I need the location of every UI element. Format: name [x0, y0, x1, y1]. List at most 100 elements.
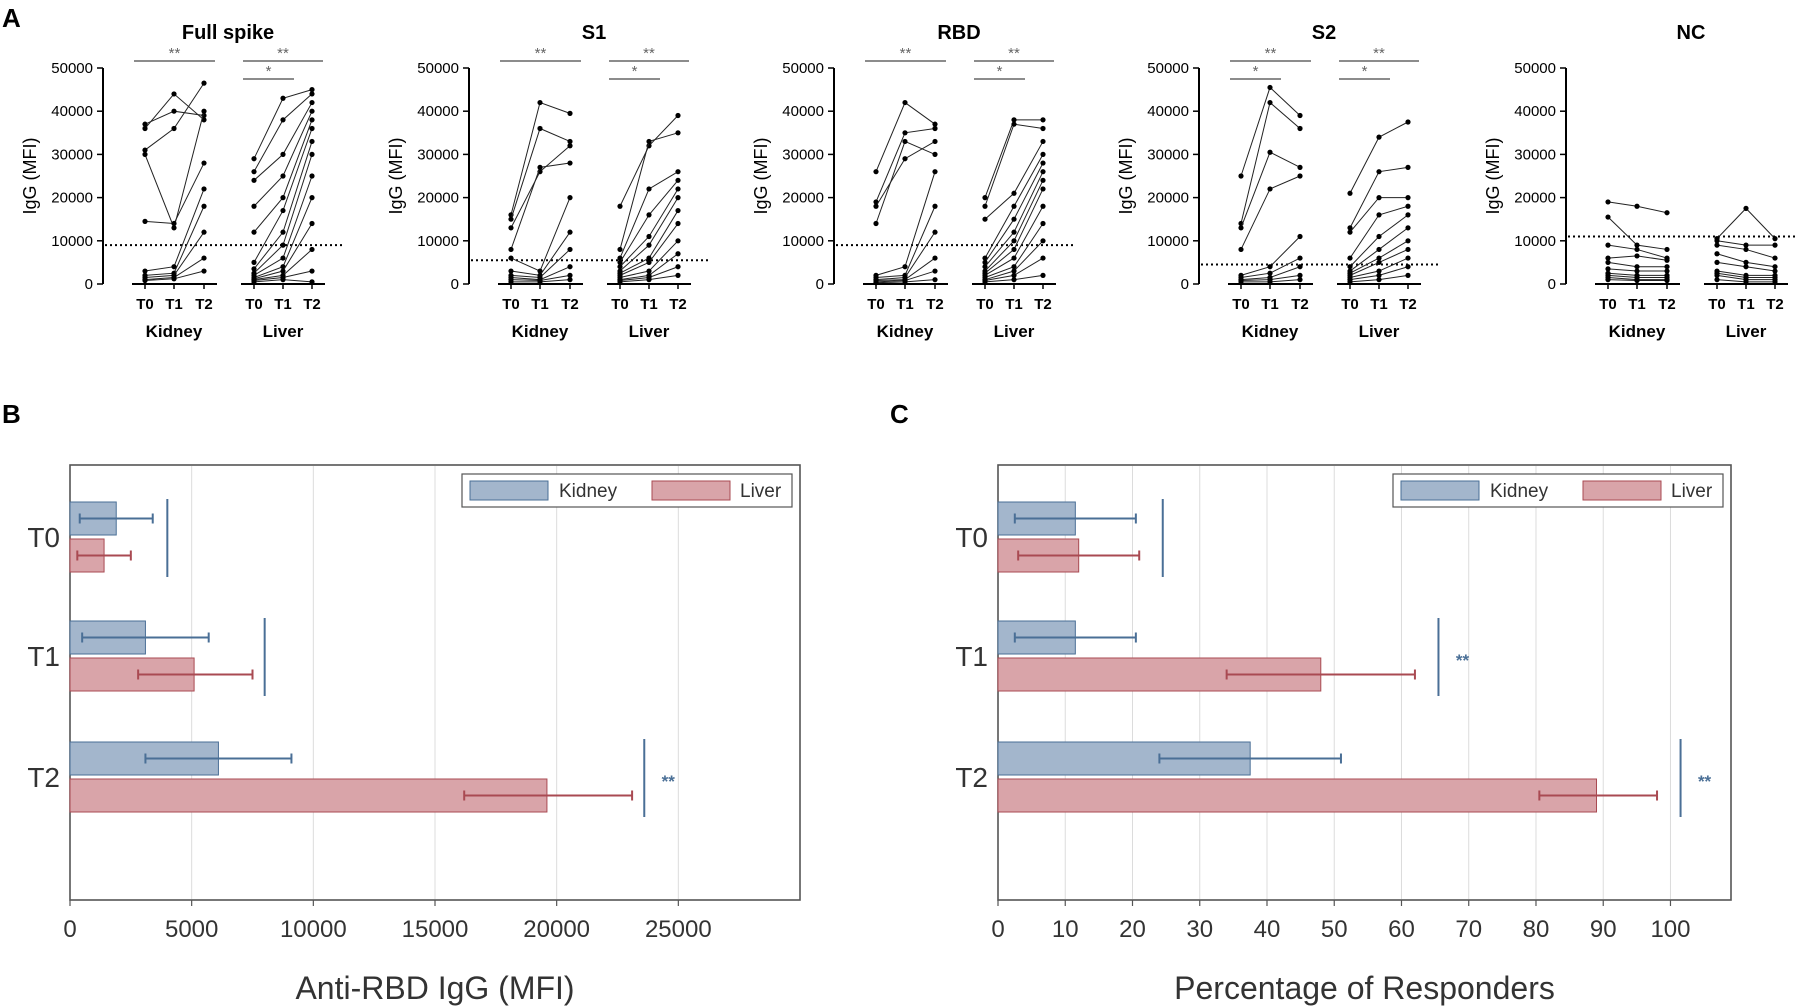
legend-swatch-kidney-B0 [469, 480, 549, 501]
panel-label-b: B [2, 399, 21, 429]
data-point-kidney-A1 [537, 279, 543, 285]
data-point-liver-A3 [1347, 190, 1353, 196]
data-point-liver-A3 [1376, 277, 1382, 283]
data-point-kidney-A3 [1267, 84, 1273, 91]
data-point-liver-A1 [646, 277, 652, 283]
data-point-liver-A3 [1405, 119, 1411, 125]
sig-label-A0: * [266, 63, 272, 80]
data-point-liver-A3 [1376, 134, 1382, 140]
data-point-liver-A0 [309, 268, 315, 274]
data-point-kidney-A2 [873, 203, 879, 209]
data-point-kidney-A2 [902, 138, 908, 145]
data-point-kidney-A3 [1267, 270, 1273, 276]
sig-label-A1: * [632, 63, 638, 80]
data-point-kidney-A1 [567, 110, 573, 116]
data-point-liver-A3 [1376, 212, 1382, 218]
y-tick-label-A1: 0 [451, 276, 459, 293]
data-point-liver-A3 [1376, 259, 1382, 265]
data-point-kidney-A1 [567, 264, 573, 270]
data-point-liver-A3 [1405, 246, 1411, 253]
data-point-kidney-A1 [537, 99, 543, 106]
data-point-liver-A2 [982, 259, 988, 265]
data-point-liver-A2 [1040, 160, 1046, 166]
data-point-kidney-A3 [1297, 233, 1303, 240]
category-label-B0: T1 [27, 641, 60, 672]
data-point-liver-A0 [309, 246, 315, 253]
x-tick-label-B1: 30 [1186, 916, 1213, 943]
data-point-liver-A4 [1743, 279, 1749, 285]
data-point-kidney-A3 [1297, 112, 1303, 119]
data-point-kidney-A1 [537, 164, 543, 170]
data-point-liver-A0 [251, 156, 257, 162]
x-tick-label-B1: 50 [1321, 916, 1348, 943]
data-point-liver-A4 [1772, 255, 1778, 261]
y-tick-label-A1: 40000 [417, 103, 459, 120]
data-point-liver-A1 [646, 268, 652, 274]
y-tick-label-A3: 10000 [1147, 233, 1189, 250]
data-point-liver-A2 [982, 279, 988, 285]
group-label-liver-A1: Liver [629, 322, 670, 341]
data-point-liver-A2 [1011, 229, 1017, 235]
y-tick-label-A2: 10000 [782, 233, 824, 250]
panel-title-A0: Full spike [182, 22, 274, 44]
data-point-liver-A2 [1040, 125, 1046, 132]
data-point-kidney-A2 [902, 264, 908, 270]
data-point-kidney-A4 [1605, 259, 1611, 265]
sig-label-A2: ** [1008, 45, 1020, 62]
data-point-kidney-A4 [1634, 203, 1640, 209]
data-point-kidney-A3 [1267, 149, 1273, 155]
data-point-kidney-A2 [873, 169, 879, 175]
y-tick-label-A0: 30000 [51, 146, 93, 163]
y-tick-label-A4: 40000 [1514, 103, 1556, 120]
group-label-kidney-A3: Kidney [1242, 322, 1299, 341]
data-point-kidney-A1 [567, 277, 573, 283]
data-point-kidney-A1 [508, 225, 514, 231]
data-point-kidney-A3 [1238, 173, 1244, 179]
data-point-kidney-A1 [508, 268, 514, 274]
data-point-liver-A3 [1376, 169, 1382, 175]
data-point-liver-A3 [1347, 279, 1353, 285]
data-point-kidney-A0 [201, 160, 207, 166]
x-tick-label-B1: 70 [1455, 916, 1482, 943]
data-point-liver-A1 [617, 259, 623, 265]
data-point-kidney-A4 [1634, 277, 1640, 284]
data-point-liver-A4 [1743, 242, 1749, 248]
data-point-liver-A3 [1405, 203, 1411, 209]
data-point-liver-A2 [1040, 220, 1046, 227]
data-point-liver-A0 [309, 117, 315, 123]
data-point-liver-A1 [675, 177, 681, 183]
data-point-liver-A3 [1347, 225, 1353, 231]
data-point-kidney-A4 [1664, 246, 1670, 253]
x-tick-label-A1: T0 [502, 296, 520, 313]
data-point-kidney-A3 [1297, 264, 1303, 270]
y-tick-label-A1: 50000 [417, 60, 459, 77]
data-point-kidney-A0 [171, 125, 177, 132]
data-point-liver-A0 [309, 91, 315, 97]
data-point-liver-A2 [1011, 264, 1017, 270]
data-point-kidney-A0 [142, 151, 148, 157]
data-point-liver-A3 [1376, 255, 1382, 261]
data-point-kidney-A4 [1605, 214, 1611, 220]
data-point-liver-A0 [251, 177, 257, 183]
data-point-liver-A0 [309, 108, 315, 114]
data-point-liver-A1 [646, 255, 652, 261]
y-axis-label-A2: IgG (MFI) [751, 138, 771, 215]
data-point-kidney-A2 [932, 203, 938, 209]
data-point-liver-A0 [251, 279, 257, 285]
x-tick-label-A3: T2 [1399, 296, 1417, 313]
group-label-liver-A3: Liver [1359, 322, 1400, 341]
x-tick-label-A4: T0 [1708, 296, 1726, 313]
legend-swatch-liver-B0 [651, 480, 731, 501]
data-point-liver-A2 [1040, 117, 1046, 123]
data-point-liver-A4 [1772, 264, 1778, 270]
x-tick-label-B1: 90 [1590, 916, 1617, 943]
x-tick-label-A0: T1 [274, 296, 292, 313]
data-point-kidney-A2 [902, 99, 908, 106]
x-tick-label-A0: T0 [136, 296, 154, 313]
category-label-B1: T0 [955, 522, 988, 553]
x-tick-label-A2: T0 [867, 296, 885, 313]
x-tick-label-B1: 60 [1388, 916, 1415, 943]
data-point-kidney-A3 [1297, 164, 1303, 170]
data-point-kidney-A0 [171, 264, 177, 270]
x-axis-label-B0: Anti-RBD IgG (MFI) [295, 970, 574, 1006]
